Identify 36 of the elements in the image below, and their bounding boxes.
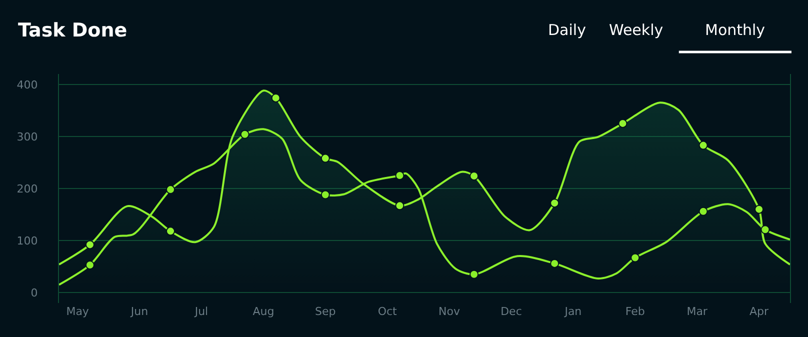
x-tick-label: Oct	[378, 305, 398, 318]
x-tick-label: Dec	[500, 305, 522, 318]
y-tick-label: 0	[30, 286, 38, 300]
x-tick-label: Apr	[750, 305, 770, 318]
point	[271, 93, 280, 102]
x-tick-label: Sep	[315, 305, 336, 318]
x-tick-label: Jan	[564, 305, 582, 318]
y-tick-label: 200	[16, 182, 38, 196]
x-tick-label: Mar	[686, 305, 708, 318]
point	[550, 198, 560, 208]
x-tick-label: Jun	[130, 305, 148, 318]
x-tick-label: Jul	[194, 305, 208, 318]
x-tick-label: May	[66, 305, 90, 318]
point	[630, 253, 640, 262]
point	[320, 190, 330, 200]
x-tick-label: Feb	[625, 305, 645, 318]
point	[320, 154, 330, 163]
point	[470, 270, 479, 279]
point	[166, 185, 176, 194]
point	[240, 130, 250, 139]
point	[698, 140, 708, 150]
x-tick-label: Nov	[438, 305, 461, 318]
point	[698, 206, 708, 216]
point	[85, 240, 94, 250]
text: Daily	[548, 21, 586, 39]
point	[166, 226, 176, 236]
y-tick-label: 100	[16, 234, 38, 248]
point	[395, 201, 404, 210]
text: Monthly	[705, 21, 766, 39]
x-tick-label: Aug	[252, 305, 274, 318]
chart-title: Task Done	[18, 20, 128, 42]
point	[760, 225, 770, 234]
y-tick-label: 400	[16, 78, 38, 92]
text: Weekly	[609, 21, 664, 39]
y-tick-label: 300	[16, 130, 38, 144]
point	[470, 172, 479, 181]
